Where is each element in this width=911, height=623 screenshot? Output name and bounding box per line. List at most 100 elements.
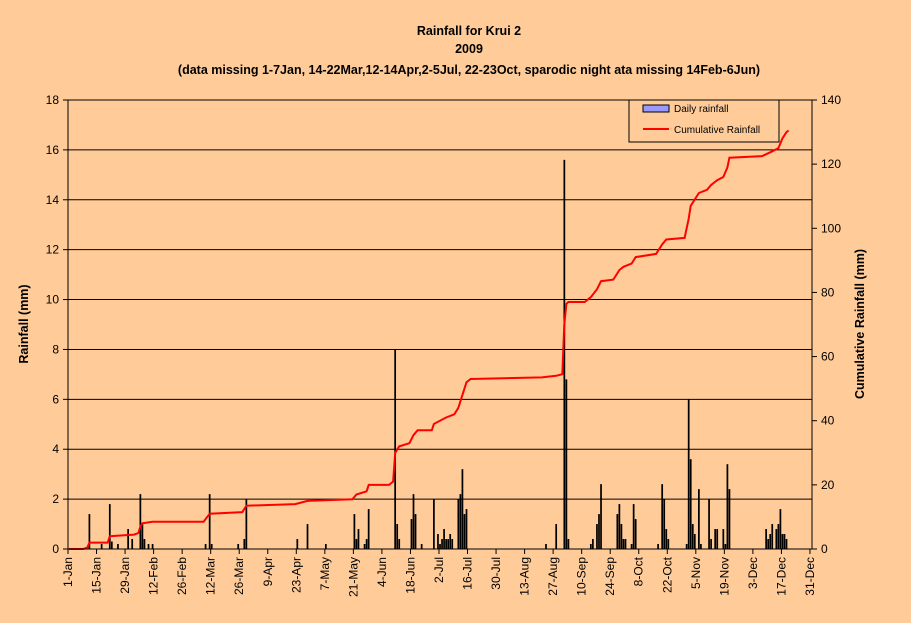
daily-rainfall-bar bbox=[661, 484, 664, 549]
daily-rainfall-bar bbox=[414, 514, 417, 549]
daily-rainfall-bar bbox=[108, 504, 111, 549]
legend-swatch-daily bbox=[642, 104, 670, 113]
y-left-tick-label: 10 bbox=[46, 293, 60, 307]
daily-rainfall-bar bbox=[716, 529, 719, 549]
chart-title-line-2: 2009 bbox=[455, 42, 483, 56]
y-left-tick-label: 12 bbox=[46, 243, 60, 257]
daily-rainfall-bar bbox=[365, 539, 368, 549]
daily-rainfall-bar bbox=[420, 544, 423, 549]
daily-rainfall-bar bbox=[353, 514, 356, 549]
daily-rainfall-bar bbox=[245, 499, 248, 549]
daily-rainfall-bar bbox=[355, 539, 358, 549]
daily-rainfall-bar bbox=[443, 529, 445, 549]
daily-rainfall-bar bbox=[143, 539, 146, 549]
daily-rainfall-bar bbox=[459, 494, 462, 549]
x-tick-label: 21-May bbox=[346, 557, 360, 597]
daily-rainfall-bar bbox=[441, 539, 443, 549]
y-axis-right-label: Cumulative Rainfall (mm) bbox=[853, 249, 867, 399]
x-tick-label: 29-Jan bbox=[118, 557, 132, 594]
daily-rainfall-bar bbox=[632, 504, 635, 549]
legend-label-cumulative: Cumulative Rainfall bbox=[674, 125, 760, 136]
daily-rainfall-bar bbox=[769, 534, 772, 549]
daily-rainfall-bar bbox=[127, 529, 129, 549]
daily-rainfall-bar bbox=[398, 539, 401, 549]
chart-title-line-3: (data missing 1-7Jan, 14-22Mar,12-14Apr,… bbox=[178, 63, 760, 77]
daily-rainfall-bar bbox=[634, 519, 637, 549]
daily-rainfall-bar bbox=[545, 544, 547, 549]
daily-rainfall-bar bbox=[410, 519, 413, 549]
daily-rainfall-bar bbox=[665, 529, 668, 549]
daily-rainfall-bar bbox=[700, 544, 702, 549]
x-tick-label: 5-Nov bbox=[689, 557, 703, 589]
y-left-tick-label: 8 bbox=[52, 342, 59, 356]
daily-rainfall-bar bbox=[598, 514, 600, 549]
daily-rainfall-bar bbox=[567, 539, 570, 549]
y-right-tick-label: 140 bbox=[821, 93, 841, 107]
daily-rainfall-bar bbox=[461, 469, 464, 549]
legend: Daily rainfall Cumulative Rainfall bbox=[628, 99, 780, 143]
x-tick-label: 23-Apr bbox=[289, 557, 303, 593]
daily-rainfall-bar bbox=[131, 539, 134, 549]
y-left-tick-label: 6 bbox=[52, 392, 59, 406]
chart-title-line-1: Rainfall for Krui 2 bbox=[417, 24, 521, 38]
daily-rainfall-bar bbox=[237, 544, 240, 549]
daily-rainfall-bar bbox=[449, 534, 452, 549]
daily-rainfall-bar bbox=[783, 534, 786, 549]
daily-rainfall-bar bbox=[437, 534, 439, 549]
y-right-tick-label: 120 bbox=[821, 157, 841, 171]
y-axis-left-ticks: 0 2 4 6 8 10 12 14 16 18 bbox=[46, 93, 68, 556]
daily-rainfall-bar bbox=[139, 494, 142, 549]
daily-rainfall-bar bbox=[357, 529, 360, 549]
daily-rainfall-bar bbox=[110, 541, 113, 549]
daily-rainfall-bar bbox=[785, 539, 788, 549]
daily-rainfall-bar bbox=[412, 494, 415, 549]
daily-rainfall-bar bbox=[698, 489, 700, 549]
x-tick-label: 19-Nov bbox=[717, 557, 731, 596]
daily-rainfall-bar bbox=[667, 539, 670, 549]
daily-rainfall-bar bbox=[775, 529, 778, 549]
daily-rainfall-bar bbox=[394, 349, 397, 549]
daily-rainfall-bar bbox=[243, 539, 246, 549]
y-right-tick-label: 20 bbox=[821, 478, 835, 492]
daily-rainfall-bar bbox=[616, 514, 619, 549]
daily-rainfall-bar bbox=[618, 504, 621, 549]
daily-rainfall-bar bbox=[657, 544, 659, 549]
daily-rainfall-bar bbox=[117, 544, 119, 549]
y-left-tick-label: 14 bbox=[46, 193, 60, 207]
daily-rainfall-bar bbox=[779, 509, 782, 549]
daily-rainfall-bar bbox=[433, 499, 435, 549]
daily-rainfall-bar bbox=[767, 539, 770, 549]
plot-area bbox=[67, 99, 813, 550]
x-axis-ticks: 1-Jan 15-Jan 29-Jan 12-Feb 26-Feb 12-Mar 26-Ma… bbox=[61, 549, 817, 597]
daily-rainfall-bar bbox=[722, 529, 725, 549]
daily-rainfall-bar bbox=[563, 159, 566, 549]
y-right-tick-label: 80 bbox=[821, 285, 835, 299]
daily-rainfall-bar bbox=[88, 514, 91, 549]
x-tick-label: 12-Feb bbox=[147, 557, 161, 595]
daily-rainfall-bar bbox=[728, 489, 731, 549]
x-tick-label: 2-Jul bbox=[432, 557, 446, 583]
daily-rainfall-bars bbox=[88, 159, 788, 549]
daily-rainfall-bar bbox=[620, 524, 623, 549]
y-axis-right-ticks: 0 20 40 60 80 100 120 140 bbox=[812, 93, 841, 556]
daily-rainfall-bar bbox=[726, 464, 729, 549]
daily-rainfall-bar bbox=[771, 524, 774, 549]
plot-background bbox=[67, 99, 813, 550]
daily-rainfall-bar bbox=[210, 544, 213, 549]
daily-rainfall-bar bbox=[465, 509, 468, 549]
daily-rainfall-bar bbox=[689, 459, 692, 549]
daily-rainfall-bar bbox=[208, 494, 211, 549]
y-right-tick-label: 40 bbox=[821, 414, 835, 428]
x-tick-label: 16-Jul bbox=[461, 557, 475, 590]
daily-rainfall-bar bbox=[777, 524, 780, 549]
daily-rainfall-bar bbox=[367, 509, 370, 549]
x-tick-label: 26-Feb bbox=[175, 557, 189, 595]
y-left-tick-label: 0 bbox=[52, 542, 59, 556]
x-tick-label: 30-Jul bbox=[489, 557, 503, 590]
daily-rainfall-bar bbox=[204, 544, 207, 549]
daily-rainfall-bar bbox=[781, 534, 784, 549]
x-tick-label: 10-Sep bbox=[575, 557, 589, 596]
daily-rainfall-bar bbox=[439, 544, 441, 549]
y-axis-left-label: Rainfall (mm) bbox=[17, 284, 31, 363]
x-tick-label: 18-Jun bbox=[403, 557, 417, 594]
